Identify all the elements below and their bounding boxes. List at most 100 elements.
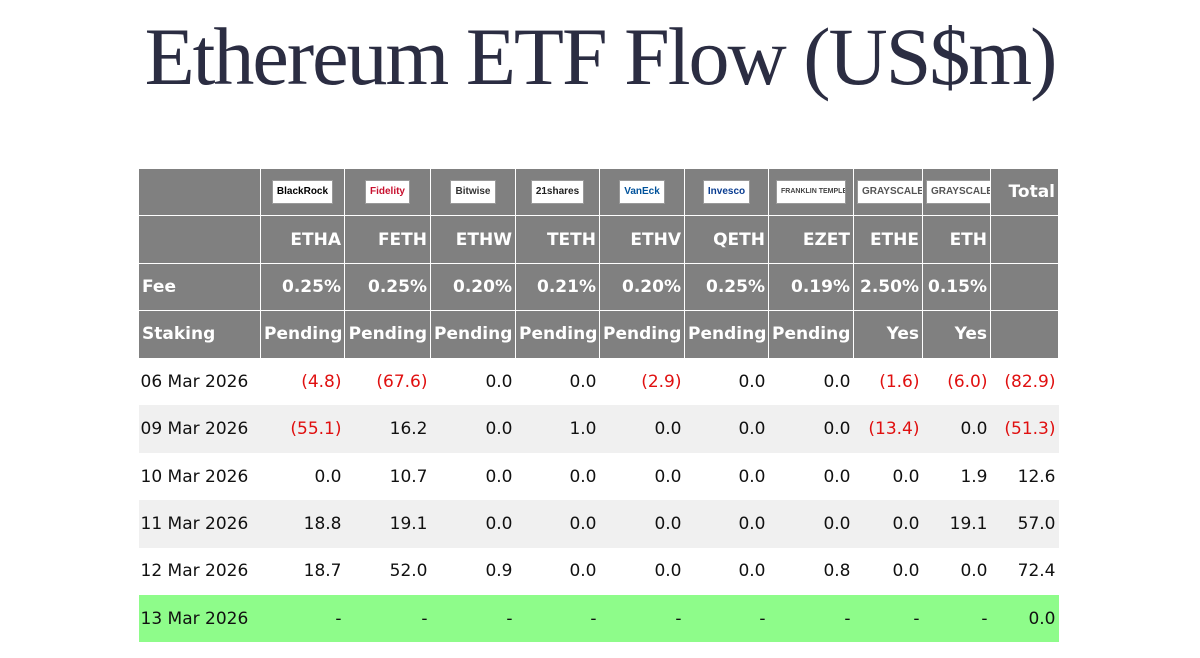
logo-cell: FRANKLIN TEMPLETON (768, 167, 854, 217)
flow-value: 18.7 (303, 561, 342, 582)
fee: 0.21% (515, 262, 600, 312)
date: 09 Mar 2026 (138, 405, 261, 453)
issuer-logo: GRAYSCALE (926, 180, 990, 205)
flow-value: (2.9) (641, 372, 682, 392)
ticker: ETHA (260, 215, 345, 264)
flow-value: 0.0 (430, 500, 516, 548)
flow-value: (55.1) (260, 405, 345, 453)
issuer-logo: FRANKLIN TEMPLETON (776, 180, 846, 205)
fee: 0.20% (599, 262, 685, 312)
empty-cell (990, 310, 1059, 359)
corner-cell (138, 167, 261, 217)
flow-value: 0.0 (684, 405, 769, 453)
flow-value: 0.0 (485, 372, 513, 392)
flow-value: 19.1 (344, 500, 431, 548)
title: Ethereum ETF Flow (US$m) (144, 11, 1058, 102)
flow-value: 0.0 (960, 561, 988, 582)
ticker: ETHV (599, 215, 685, 264)
flow-value: 0.0 (990, 595, 1059, 643)
flow-value: 0.0 (654, 561, 682, 582)
issuer-logo: GRAYSCALE (857, 180, 922, 205)
flow-value: 1.9 (960, 466, 988, 487)
date: 11 Mar 2026 (138, 500, 261, 548)
ticker: ETH (922, 215, 991, 264)
ticker: FETH (344, 215, 431, 264)
flow-row: 09 Mar 2026 (55.1) 16.2 0.0 1.0 0.0 0.0 0.0 (13.… (138, 405, 1059, 453)
staking: Yes (853, 310, 923, 359)
ticker: TETH (515, 215, 600, 264)
issuer-logo: BlackRock (271, 180, 334, 205)
flow-value: 57.0 (990, 500, 1059, 548)
flow-value: 0.0 (738, 561, 766, 582)
flow-value: 0.0 (684, 500, 769, 548)
issuer-logo: Invesco (702, 180, 751, 205)
staking: Pending (684, 310, 769, 359)
flow-value: (6.0) (947, 372, 988, 392)
fee: 0.25% (344, 262, 431, 312)
flow-value: (4.8) (301, 372, 342, 392)
fee: 2.50% (853, 262, 923, 312)
flow-value: 1.0 (515, 405, 600, 453)
flow-value: (13.4) (853, 405, 923, 453)
issuer-logo: Bitwise (450, 180, 496, 205)
ticker: EZET (768, 215, 854, 264)
ticker: ETHW (430, 215, 516, 264)
flow-value: 0.0 (922, 405, 991, 453)
staking: Pending (768, 310, 854, 359)
empty-cell (990, 215, 1059, 264)
flow-value: 0.0 (823, 466, 851, 487)
flow-value: - (430, 595, 516, 643)
flow-value: (1.6) (879, 372, 920, 392)
flow-row: 06 Mar 2026 (4.8) (67.6) 0.0 0.0 (2.9) 0.0 0.0 (… (139, 358, 1059, 405)
etf-flow-table: BlackRock Fidelity Bitwise 21shares VanEck In… (138, 167, 1059, 643)
flow-value: 0.8 (823, 561, 851, 582)
flow-value: 0.0 (738, 372, 766, 392)
flow-value: 72.4 (1017, 561, 1056, 582)
logo-cell: GRAYSCALE (922, 167, 991, 217)
corner-cell (138, 215, 261, 264)
flow-value: - (684, 595, 769, 643)
flow-value: 0.0 (599, 405, 685, 453)
flow-value: 0.0 (768, 405, 854, 453)
flow-row: 10 Mar 2026 0.0 10.7 0.0 0.0 0.0 0.0 0.0 0.0 1.9 1… (139, 453, 1059, 500)
flow-value: 0.0 (654, 466, 682, 487)
date: 13 Mar 2026 (138, 595, 261, 643)
ticker: QETH (684, 215, 769, 264)
row-label: Staking (138, 310, 261, 359)
flow-value: - (853, 595, 923, 643)
flow-value: 0.0 (430, 405, 516, 453)
date: 12 Mar 2026 (140, 561, 249, 582)
flow-value: 19.1 (922, 500, 991, 548)
flow-value: - (768, 595, 854, 643)
logo-cell: VanEck (599, 167, 685, 217)
logo-cell: Bitwise (430, 167, 516, 217)
flow-value: 0.0 (569, 561, 597, 582)
staking: Pending (599, 310, 685, 359)
fee: 0.25% (260, 262, 345, 312)
total-header: Total (990, 167, 1059, 217)
flow-row: 11 Mar 2026 18.8 19.1 0.0 0.0 0.0 0.0 0.0 0.0 19.… (138, 500, 1059, 548)
fee: 0.25% (684, 262, 769, 312)
staking-row: Staking Pending Pending Pending Pending Pendi… (138, 310, 1059, 359)
flow-value: 0.0 (823, 372, 851, 392)
empty-cell (990, 262, 1059, 312)
flow-value: - (922, 595, 991, 643)
flow-value: 0.9 (485, 561, 513, 582)
flow-value: 18.8 (260, 500, 345, 548)
flow-value: 0.0 (485, 466, 513, 487)
ticker: ETHE (853, 215, 923, 264)
flow-row: 13 Mar 2026- - - - - - - - -0.0 (138, 595, 1059, 643)
staking: Pending (344, 310, 431, 359)
staking: Pending (430, 310, 516, 359)
row-label: Fee (138, 262, 261, 312)
logo-cell: Fidelity (344, 167, 431, 217)
flow-value: - (344, 595, 431, 643)
issuer-logo: VanEck (619, 180, 665, 205)
date: 10 Mar 2026 (140, 466, 249, 487)
flow-value: (51.3) (990, 405, 1059, 453)
flow-value: - (260, 595, 345, 643)
flow-value: - (599, 595, 685, 643)
logo-cell: BlackRock (260, 167, 345, 217)
flow-value: 0.0 (569, 372, 597, 392)
logo-row: BlackRock Fidelity Bitwise 21shares VanEck In… (138, 167, 1059, 217)
